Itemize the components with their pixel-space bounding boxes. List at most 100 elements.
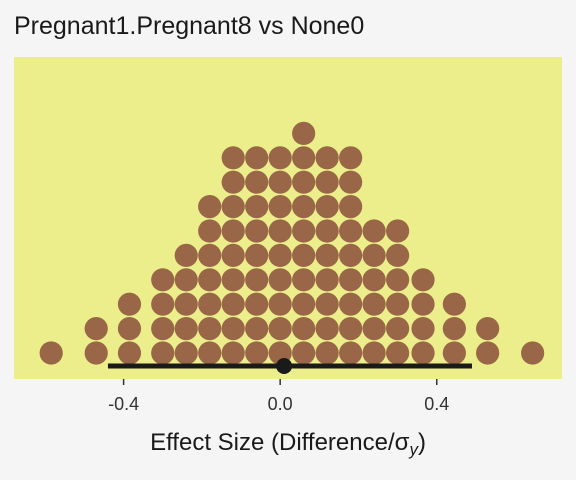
dot-point xyxy=(292,243,316,267)
dots-layer xyxy=(39,121,545,365)
dot-point xyxy=(292,219,316,243)
dot-point xyxy=(268,268,292,292)
dot-point xyxy=(362,268,386,292)
dot-point xyxy=(339,195,363,219)
dot-point xyxy=(198,243,222,267)
dot-point xyxy=(292,341,316,365)
dot-point xyxy=(245,317,269,341)
dot-point xyxy=(411,268,435,292)
dot-point xyxy=(292,170,316,194)
dot-point xyxy=(151,268,175,292)
dot-point xyxy=(198,341,222,365)
dot-point xyxy=(221,219,245,243)
dot-point xyxy=(411,317,435,341)
chart-title: Pregnant1.Pregnant8 vs None0 xyxy=(14,12,365,40)
dot-point xyxy=(198,195,222,219)
dot-point xyxy=(339,146,363,170)
dot-point xyxy=(245,219,269,243)
dot-point xyxy=(268,170,292,194)
dot-point xyxy=(221,243,245,267)
dot-point xyxy=(174,341,198,365)
dot-point xyxy=(268,243,292,267)
dot-point xyxy=(386,292,410,316)
dot-point xyxy=(151,292,175,316)
dot-point xyxy=(315,219,339,243)
dot-point xyxy=(362,243,386,267)
dot-point xyxy=(117,317,142,341)
dot-point xyxy=(198,317,222,341)
dot-point xyxy=(221,170,245,194)
dot-point xyxy=(292,195,316,219)
dot-point xyxy=(151,317,175,341)
x-axis-label-prefix: Effect Size (Difference/ xyxy=(150,429,395,456)
dot-point xyxy=(221,268,245,292)
dot-point xyxy=(315,341,339,365)
dot-point xyxy=(117,292,142,316)
dot-point xyxy=(245,170,269,194)
dot-point xyxy=(268,146,292,170)
dot-point xyxy=(315,146,339,170)
x-tick-label: 0.4 xyxy=(424,394,449,414)
dot-point xyxy=(245,243,269,267)
dot-point xyxy=(245,268,269,292)
dot-point xyxy=(339,317,363,341)
x-tick-label: -0.4 xyxy=(108,394,139,414)
dot-point xyxy=(339,219,363,243)
dot-point xyxy=(315,317,339,341)
dot-point xyxy=(411,341,435,365)
dot-point xyxy=(292,268,316,292)
dot-point xyxy=(476,341,500,365)
dot-point xyxy=(221,341,245,365)
dot-point xyxy=(315,243,339,267)
dot-point xyxy=(339,341,363,365)
dot-point xyxy=(442,292,466,316)
dot-point xyxy=(442,317,466,341)
dot-point xyxy=(117,341,142,365)
dot-point xyxy=(292,121,316,145)
dot-point xyxy=(386,341,410,365)
point-estimate xyxy=(276,358,293,374)
dot-point xyxy=(174,317,198,341)
dot-point xyxy=(411,292,435,316)
dot-point xyxy=(339,243,363,267)
x-axis-label-subscript: y xyxy=(408,440,419,459)
dot-point xyxy=(221,146,245,170)
dot-point xyxy=(315,268,339,292)
x-tick-label: 0.0 xyxy=(268,394,293,414)
dot-point xyxy=(339,170,363,194)
dot-point xyxy=(84,317,108,341)
dot-point xyxy=(198,268,222,292)
dot-point xyxy=(386,219,410,243)
dot-point xyxy=(362,341,386,365)
dot-point xyxy=(521,341,545,365)
dot-point xyxy=(268,219,292,243)
dot-point xyxy=(268,292,292,316)
dot-point xyxy=(386,268,410,292)
dot-point xyxy=(386,243,410,267)
dot-point xyxy=(245,292,269,316)
dot-point xyxy=(362,317,386,341)
dot-point xyxy=(339,268,363,292)
dot-point xyxy=(315,292,339,316)
interval-layer xyxy=(107,358,472,374)
x-axis-label-sigma: σ xyxy=(395,429,410,456)
dot-point xyxy=(198,219,222,243)
x-axis: -0.4 0.0 0.4 xyxy=(108,379,449,414)
dot-point xyxy=(476,317,500,341)
dot-point xyxy=(442,341,466,365)
dot-point xyxy=(84,341,108,365)
dot-point xyxy=(362,292,386,316)
dot-point xyxy=(245,146,269,170)
dot-point xyxy=(362,219,386,243)
dot-point xyxy=(174,292,198,316)
dot-point xyxy=(315,170,339,194)
dot-point xyxy=(315,195,339,219)
dot-point xyxy=(151,341,175,365)
dot-point xyxy=(268,317,292,341)
dot-point xyxy=(292,146,316,170)
dot-point xyxy=(339,292,363,316)
dot-point xyxy=(292,317,316,341)
dot-point xyxy=(245,195,269,219)
dot-point xyxy=(386,317,410,341)
